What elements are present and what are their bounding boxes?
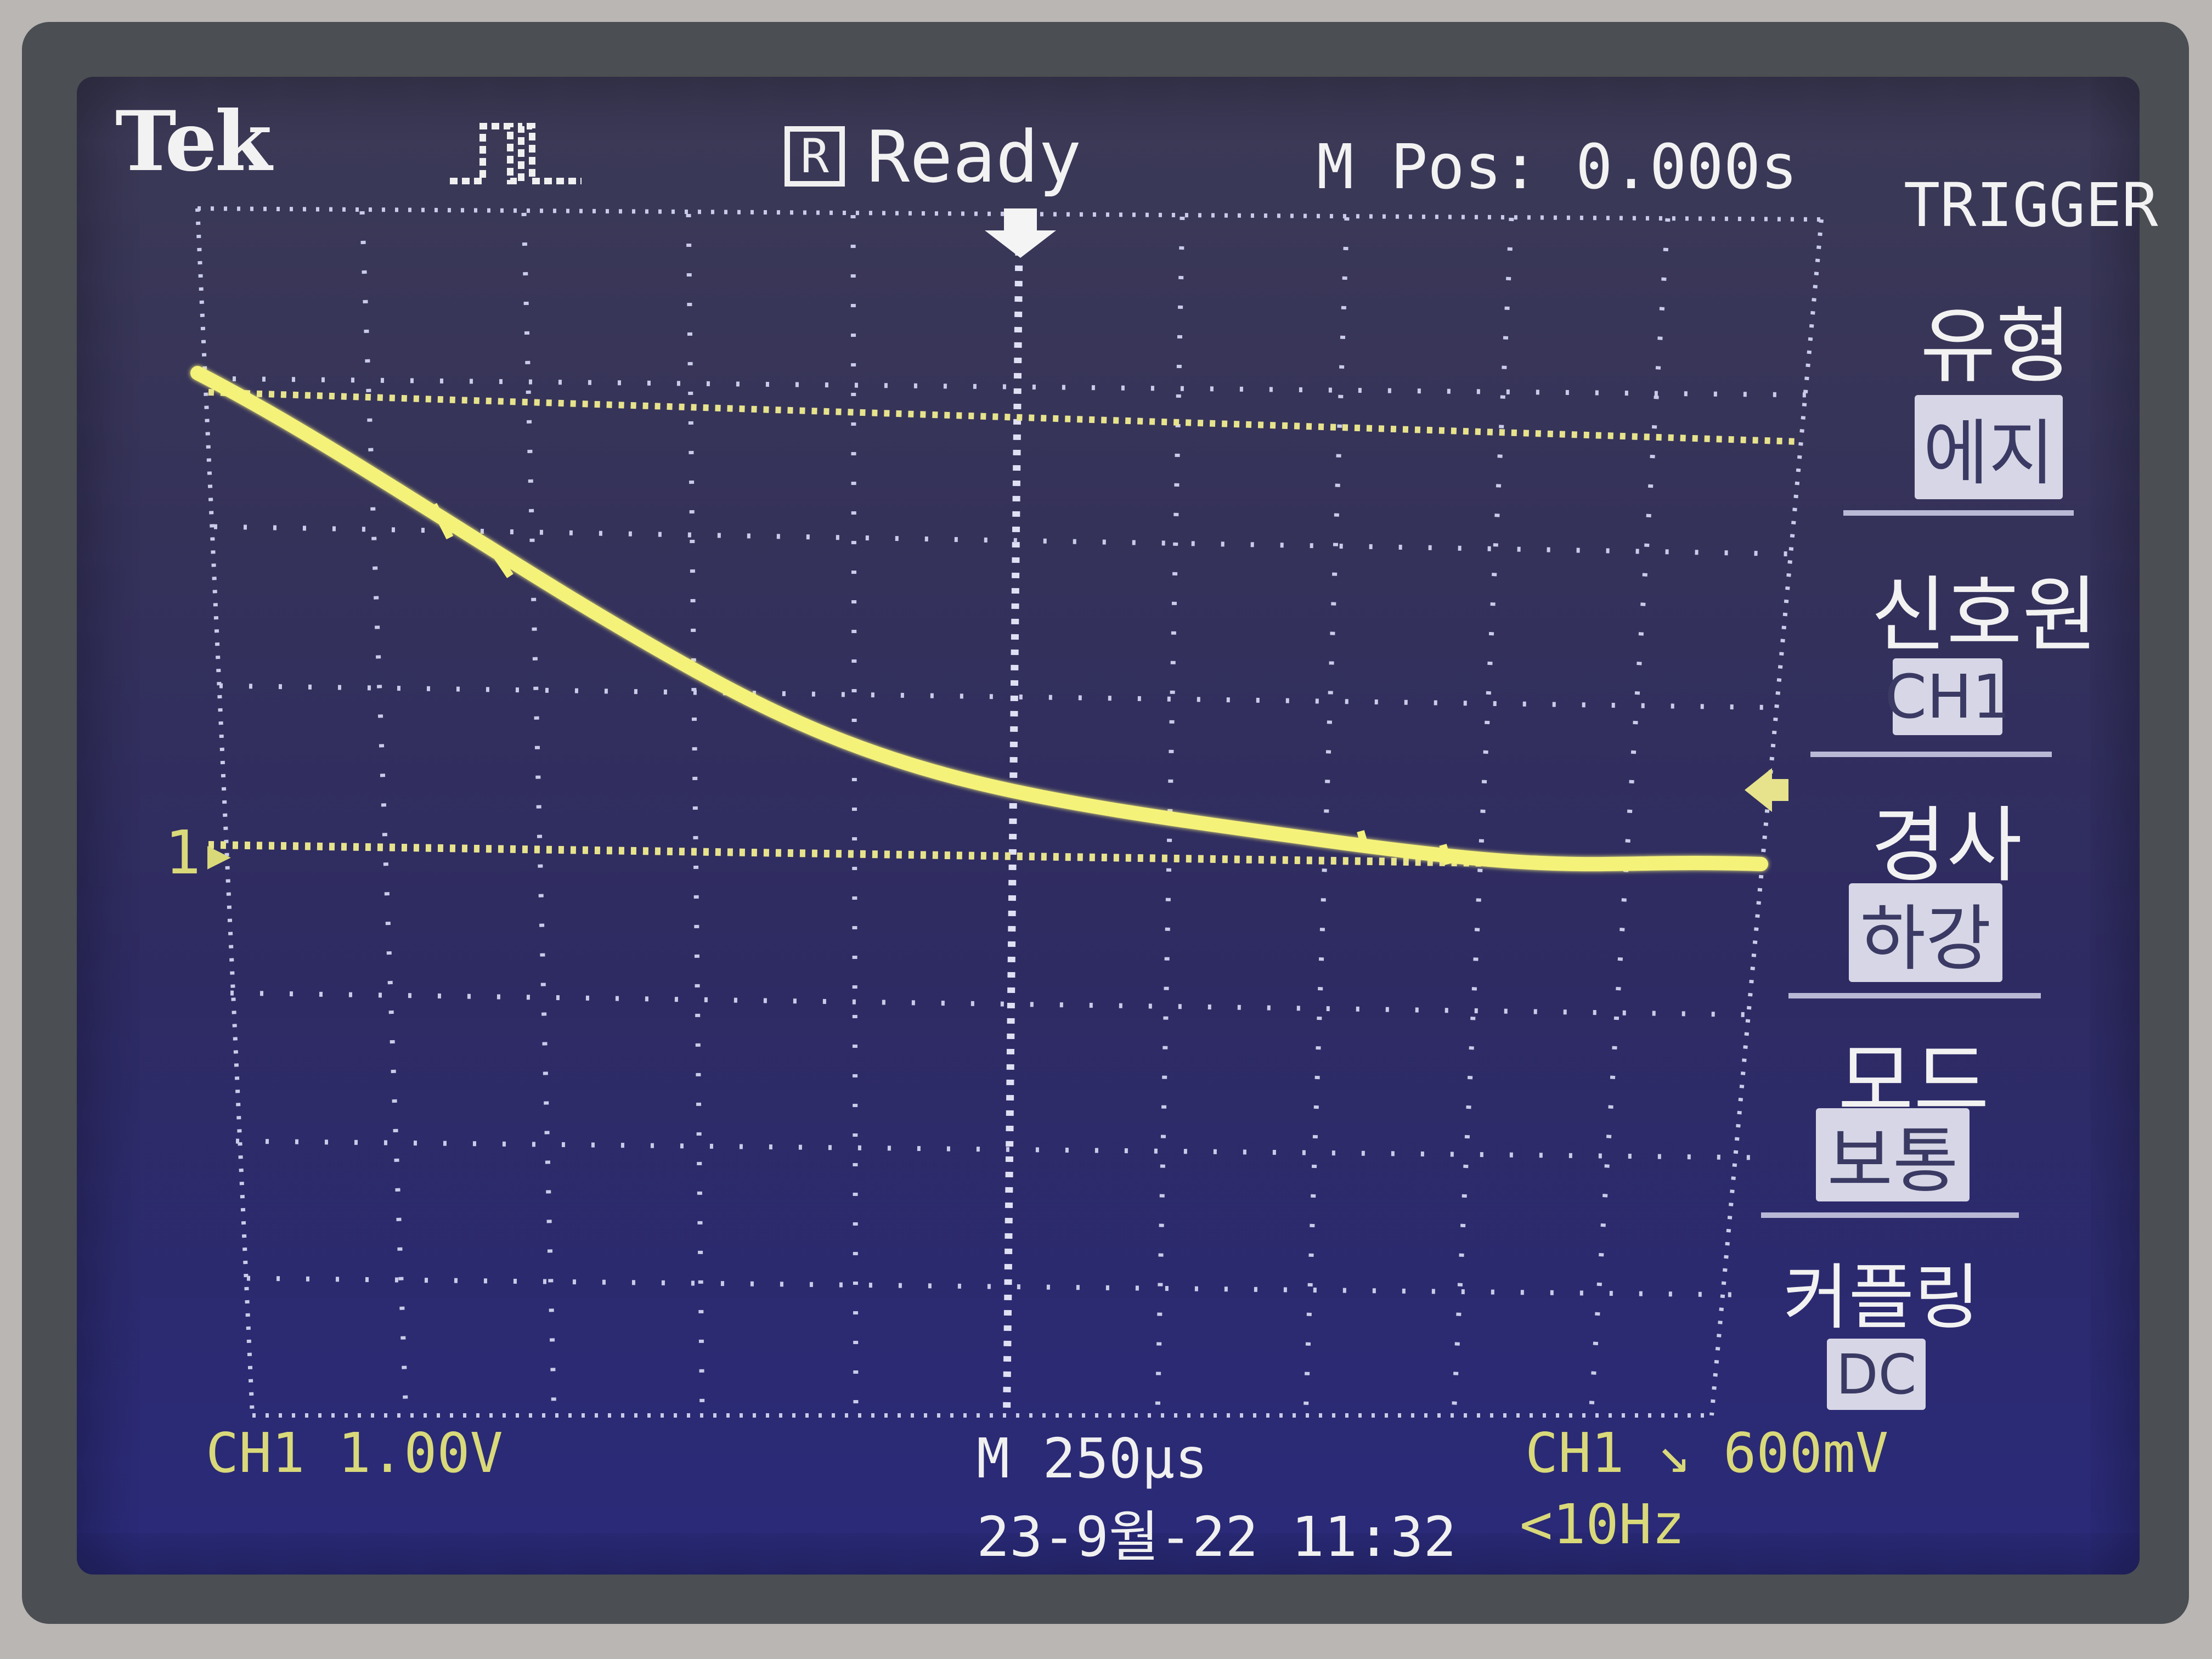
brand-logo: Tek [115, 93, 272, 190]
center-vertical-axis [1003, 219, 1023, 1416]
menu-divider [1843, 510, 2074, 516]
menu-value-source[interactable]: CH1 [1884, 658, 2011, 735]
menu-value-mode[interactable]: 보통 [1816, 1108, 1970, 1203]
menu-value-slope[interactable]: 하강 [1849, 883, 2002, 982]
trigger-frequency: <10Hz [1520, 1492, 1685, 1556]
right-arrow-icon: ▸ [201, 817, 238, 888]
menu-divider [1810, 752, 2052, 757]
menu-divider [1761, 1212, 2019, 1218]
acquisition-status: Ready [867, 115, 1082, 199]
date-time: 23-9월-22 11:32 [977, 1505, 1457, 1569]
graticule-frame [195, 206, 1824, 1418]
menu-label-slope: 경사 [1871, 798, 2023, 894]
menu-value-type[interactable]: 에지 [1915, 395, 2063, 499]
ch1-waveform-trace [190, 366, 1768, 872]
graticule-horizontal-lines [202, 376, 1811, 1297]
status-icon: R [785, 126, 845, 187]
timebase: M 250μs [977, 1426, 1208, 1491]
trace-noise [430, 503, 1452, 865]
trigger-info: CH1 ↘ 600mV [1525, 1421, 1889, 1485]
horizontal-position: M Pos: 0.000s [1317, 132, 1798, 203]
down-arrow-icon [985, 208, 1056, 258]
channel-marker-label: 1 [165, 817, 201, 888]
menu-label-source: 신호원 [1871, 568, 2098, 663]
reference-line [208, 389, 1800, 445]
channel-marker: 1▸ [165, 817, 237, 888]
screen-background [77, 77, 2140, 1575]
menu-label-coupling: 커플링 [1783, 1256, 1980, 1339]
menu-label-type: 유형 [1920, 299, 2072, 394]
pulse-icon [450, 123, 582, 184]
left-arrow-icon [1745, 768, 1788, 812]
menu-divider [1788, 993, 2041, 998]
menu-value-coupling[interactable]: DC [1827, 1339, 1926, 1410]
ch1-vertical-scale: CH1 1.00V [206, 1421, 503, 1485]
menu-title: TRIGGER [1904, 170, 2158, 240]
